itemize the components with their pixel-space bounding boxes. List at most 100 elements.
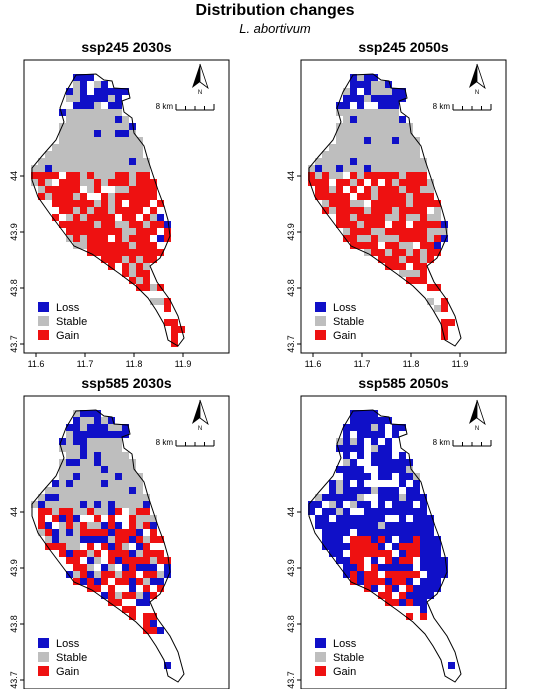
scale-bar bbox=[175, 104, 215, 111]
cell-stable bbox=[392, 109, 399, 116]
cell-stable bbox=[150, 214, 157, 221]
cell-loss bbox=[399, 116, 406, 123]
legend-label-gain: Gain bbox=[333, 666, 356, 678]
cell-gain bbox=[136, 228, 143, 235]
cell-gain bbox=[94, 550, 101, 557]
cell-loss bbox=[441, 564, 448, 571]
cell-gain bbox=[129, 613, 136, 620]
cell-stable bbox=[413, 144, 420, 151]
cell-stable bbox=[80, 151, 87, 158]
cell-gain bbox=[392, 193, 399, 200]
cell-loss bbox=[385, 494, 392, 501]
cell-stable bbox=[357, 109, 364, 116]
cell-stable bbox=[73, 165, 80, 172]
cell-gain bbox=[143, 522, 150, 529]
y-tick-label: 43.8 bbox=[9, 615, 19, 633]
north-arrow-icon bbox=[192, 400, 200, 424]
cell-stable bbox=[329, 207, 336, 214]
cell-loss bbox=[108, 88, 115, 95]
cell-loss bbox=[434, 543, 441, 550]
cell-gain bbox=[73, 578, 80, 585]
cell-stable bbox=[122, 459, 129, 466]
cell-stable bbox=[52, 144, 59, 151]
cell-loss bbox=[343, 564, 350, 571]
cell-gain bbox=[73, 221, 80, 228]
cell-loss bbox=[73, 102, 80, 109]
x-tick-label: 11.8 bbox=[126, 359, 143, 369]
cell-loss bbox=[115, 95, 122, 102]
cell-stable bbox=[108, 536, 115, 543]
cell-stable bbox=[101, 137, 108, 144]
cell-gain bbox=[73, 564, 80, 571]
cell-loss bbox=[350, 74, 357, 81]
cell-gain bbox=[122, 578, 129, 585]
north-arrow-icon bbox=[192, 64, 200, 88]
map-panel-ssp245-2050s: ssp245 2050s 11.6 11.7 11.8 11.9 43.7 43.8 43.9… bbox=[286, 39, 507, 369]
cell-stable bbox=[399, 242, 406, 249]
north-arrow-icon bbox=[469, 400, 477, 424]
cell-stable bbox=[371, 158, 378, 165]
cell-gain bbox=[59, 221, 66, 228]
cell-stable bbox=[59, 158, 66, 165]
cell-loss bbox=[371, 410, 378, 417]
cell-stable bbox=[336, 158, 343, 165]
cell-gain bbox=[385, 557, 392, 564]
cell-stable bbox=[115, 571, 122, 578]
y-tick-label: 43.9 bbox=[9, 559, 19, 577]
legend-swatch-stable bbox=[315, 652, 326, 662]
cell-gain bbox=[364, 536, 371, 543]
cell-stable bbox=[371, 144, 378, 151]
cell-loss bbox=[108, 417, 115, 424]
cell-loss bbox=[420, 578, 427, 585]
cell-gain bbox=[357, 550, 364, 557]
cell-gain bbox=[115, 508, 122, 515]
cell-stable bbox=[80, 179, 87, 186]
cell-gain bbox=[329, 200, 336, 207]
cell-loss bbox=[441, 221, 448, 228]
cell-stable bbox=[66, 487, 73, 494]
cell-gain bbox=[385, 242, 392, 249]
y-tick-label: 43.7 bbox=[9, 671, 19, 689]
cell-stable bbox=[80, 137, 87, 144]
cell-stable bbox=[59, 137, 66, 144]
cell-gain bbox=[143, 620, 150, 627]
cell-gain bbox=[45, 186, 52, 193]
cell-loss bbox=[357, 522, 364, 529]
cell-stable bbox=[115, 144, 122, 151]
cell-gain bbox=[427, 249, 434, 256]
cell-gain bbox=[143, 235, 150, 242]
cell-gain bbox=[371, 221, 378, 228]
cell-stable bbox=[427, 298, 434, 305]
cell-gain bbox=[80, 529, 87, 536]
cell-gain bbox=[143, 543, 150, 550]
scale-bar-label: 8 km bbox=[433, 438, 451, 447]
cell-loss bbox=[364, 74, 371, 81]
cell-stable bbox=[406, 466, 413, 473]
cell-stable bbox=[115, 158, 122, 165]
cell-gain bbox=[94, 235, 101, 242]
cell-loss bbox=[94, 417, 101, 424]
cell-stable bbox=[122, 487, 129, 494]
cell-gain bbox=[157, 221, 164, 228]
cell-stable bbox=[350, 137, 357, 144]
cell-gain bbox=[87, 578, 94, 585]
cell-stable bbox=[136, 151, 143, 158]
cell-loss bbox=[441, 557, 448, 564]
cell-stable bbox=[66, 151, 73, 158]
cell-stable bbox=[94, 116, 101, 123]
cell-stable bbox=[420, 158, 427, 165]
cell-loss bbox=[343, 95, 350, 102]
cell-gain bbox=[143, 571, 150, 578]
cell-stable bbox=[66, 452, 73, 459]
cell-stable bbox=[364, 235, 371, 242]
cell-stable bbox=[378, 116, 385, 123]
cell-loss bbox=[364, 515, 371, 522]
cell-gain bbox=[59, 186, 66, 193]
cell-loss bbox=[378, 501, 385, 508]
cell-stable bbox=[420, 256, 427, 263]
cell-gain bbox=[350, 186, 357, 193]
cell-gain bbox=[136, 557, 143, 564]
cell-stable bbox=[66, 137, 73, 144]
cell-stable bbox=[101, 179, 108, 186]
cell-stable bbox=[336, 151, 343, 158]
